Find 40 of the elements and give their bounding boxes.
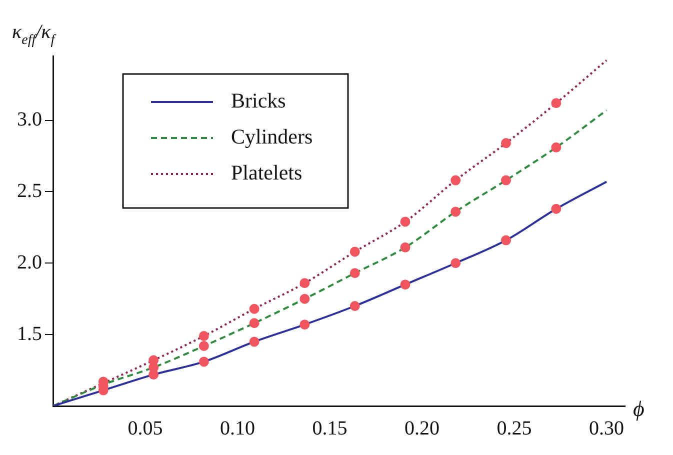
x-tick-label: 0.30: [589, 417, 624, 440]
point: [350, 301, 360, 311]
point: [198, 341, 209, 351]
line-series: [53, 180, 608, 406]
point: [400, 280, 410, 290]
x-axis-title: ϕ: [633, 396, 644, 421]
x-tick-label: 0.10: [220, 417, 256, 440]
point: [148, 370, 159, 380]
point: [300, 320, 310, 330]
point: [450, 206, 461, 217]
legend-label: Bricks: [231, 88, 286, 113]
y-tick-label: 3.0: [17, 108, 42, 131]
point: [300, 278, 310, 288]
point: [300, 294, 310, 304]
point: [350, 246, 360, 257]
x-tick-label: 0.15: [312, 417, 348, 440]
point: [500, 235, 511, 246]
point: [249, 318, 260, 328]
point: [551, 98, 562, 108]
point: [551, 142, 562, 152]
point: [249, 336, 260, 347]
x-tick-label: 0.20: [404, 417, 440, 440]
y-tick-label: 2.5: [17, 180, 42, 202]
point: [500, 175, 511, 186]
y-tick-label: 2.0: [17, 251, 42, 274]
point: [450, 258, 461, 268]
legend-label: Cylinders: [231, 124, 313, 149]
point: [551, 204, 562, 214]
point: [500, 138, 511, 148]
legend-label: Platelets: [231, 160, 302, 185]
point: [450, 175, 461, 186]
point: [400, 242, 410, 252]
point: [198, 356, 209, 367]
x-tick-label: 0.05: [128, 417, 163, 440]
y-tick-label: 1.5: [17, 322, 42, 345]
x-tick-label: 0.25: [496, 417, 532, 440]
point: [350, 268, 360, 278]
point: [198, 331, 209, 341]
point: [400, 216, 410, 227]
point: [249, 304, 260, 314]
